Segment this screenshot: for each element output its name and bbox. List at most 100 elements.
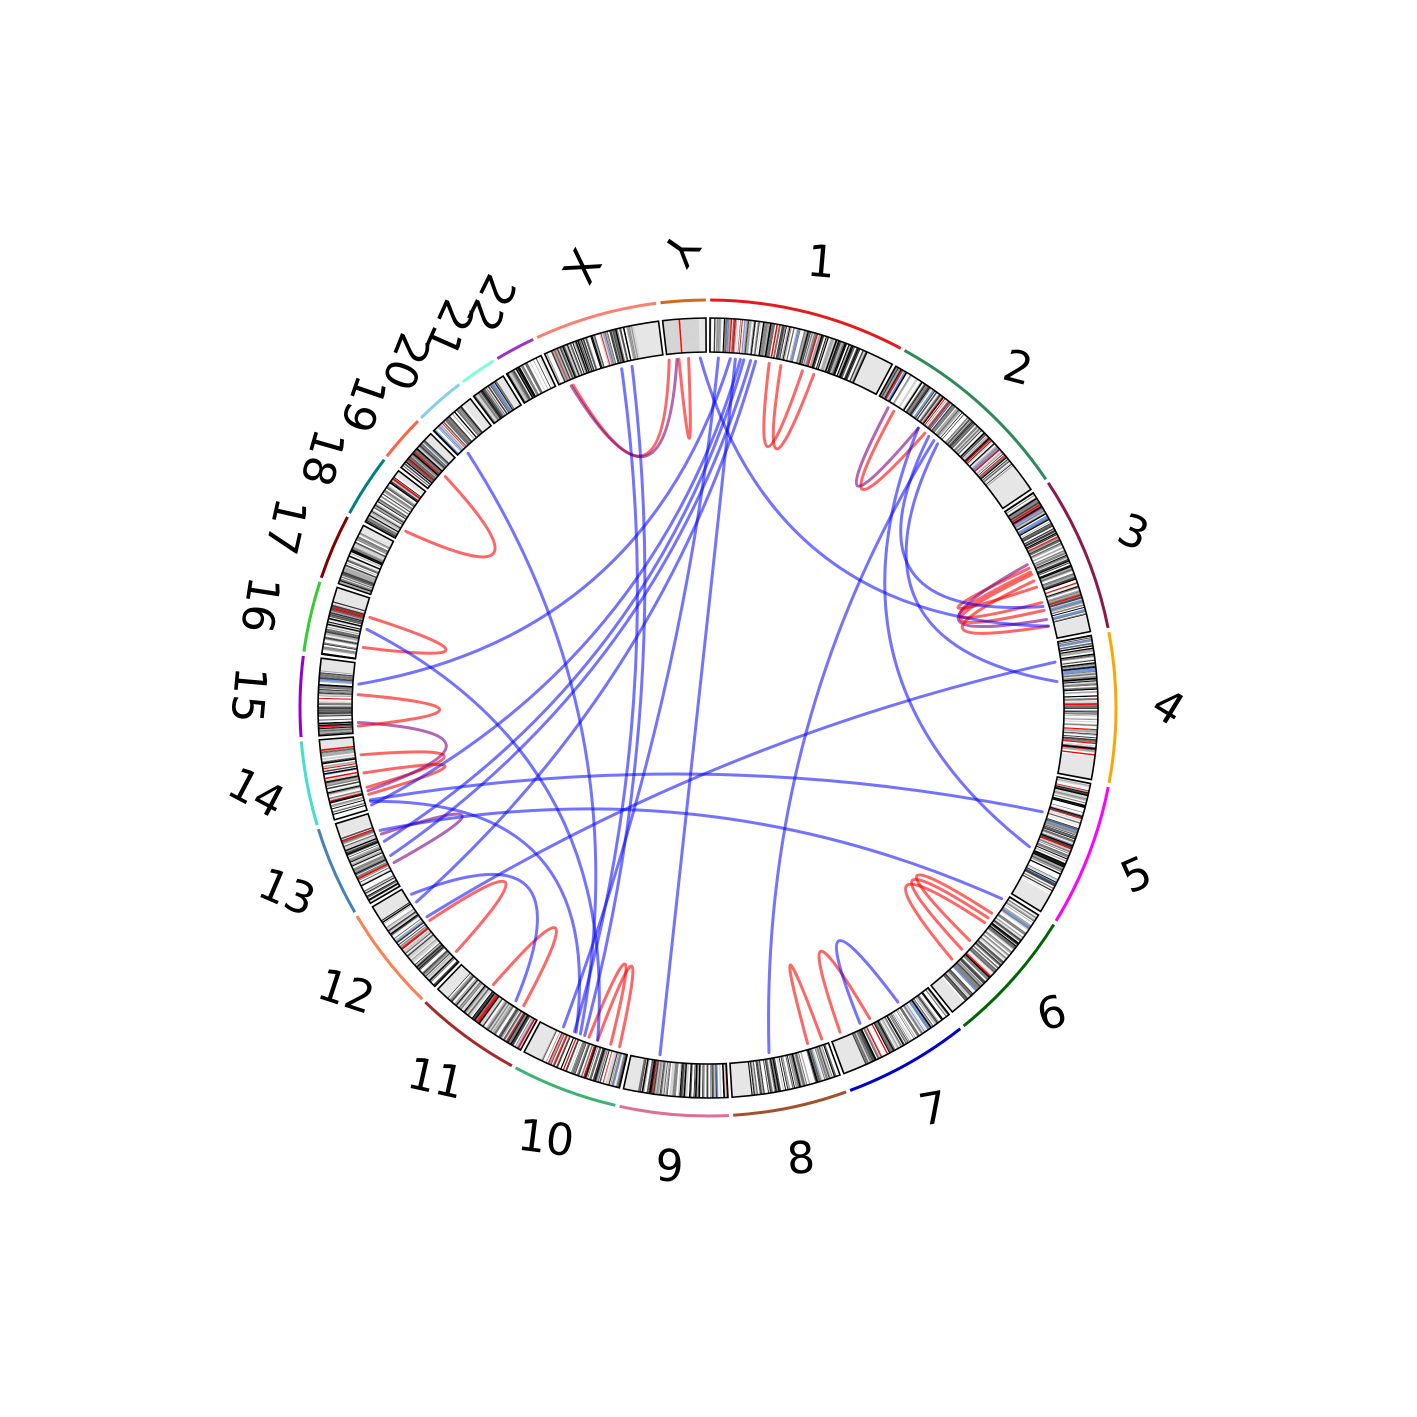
cytoband bbox=[422, 442, 448, 466]
cytoband bbox=[1049, 598, 1083, 609]
cytoband bbox=[814, 335, 827, 369]
cytoband bbox=[1008, 898, 1038, 917]
cytoband bbox=[332, 803, 366, 815]
cytoband bbox=[1063, 725, 1098, 728]
cytoband bbox=[1007, 496, 1037, 516]
cytoband bbox=[1050, 603, 1084, 614]
cytoband bbox=[675, 319, 680, 354]
cytoband bbox=[339, 577, 373, 591]
cytoband bbox=[493, 382, 513, 411]
cytoband bbox=[368, 882, 399, 901]
cytoband bbox=[694, 318, 697, 353]
cytoband bbox=[978, 453, 1005, 477]
cytoband bbox=[576, 340, 589, 373]
cytoband bbox=[946, 417, 970, 444]
cytoband bbox=[864, 1027, 881, 1059]
cytoband bbox=[866, 1026, 883, 1058]
cytoband bbox=[327, 623, 361, 632]
cytoband bbox=[319, 676, 354, 681]
cytoband bbox=[404, 462, 432, 485]
cytoband bbox=[780, 1056, 789, 1090]
cytoband bbox=[963, 436, 989, 461]
cytoband bbox=[602, 1050, 613, 1084]
cytoband bbox=[767, 1058, 774, 1093]
cytoband bbox=[565, 1039, 579, 1072]
link-red bbox=[356, 693, 442, 728]
cytoband bbox=[326, 624, 361, 633]
cytoband bbox=[978, 938, 1006, 962]
cytoband bbox=[979, 455, 1007, 479]
cytoband bbox=[949, 421, 974, 448]
cytoband bbox=[1052, 607, 1086, 618]
cytoband bbox=[1055, 785, 1089, 794]
cytoband bbox=[973, 945, 999, 969]
cytoband bbox=[1063, 710, 1098, 712]
cytoband bbox=[318, 731, 353, 735]
cytoband bbox=[342, 831, 375, 845]
cytoband bbox=[767, 1058, 775, 1093]
cytoband bbox=[321, 755, 356, 762]
cytoband bbox=[412, 939, 439, 964]
cytoband bbox=[330, 607, 365, 618]
cytoband bbox=[788, 1054, 797, 1088]
cytoband bbox=[798, 1051, 809, 1086]
cytoband bbox=[643, 1059, 650, 1093]
cytoband bbox=[413, 451, 441, 475]
cytoband bbox=[867, 1025, 884, 1057]
chromosome-frame bbox=[320, 586, 371, 660]
cytoband bbox=[458, 408, 481, 435]
cytoband bbox=[1026, 534, 1058, 550]
cytoband bbox=[321, 651, 356, 658]
cytoband bbox=[802, 1050, 813, 1084]
cytoband bbox=[1032, 548, 1065, 564]
cytoband bbox=[789, 1054, 799, 1088]
cytoband bbox=[836, 344, 850, 377]
cytoband bbox=[405, 461, 433, 484]
cytoband bbox=[1006, 495, 1036, 516]
cytoband bbox=[840, 346, 855, 378]
cytoband bbox=[815, 336, 827, 369]
cytoband bbox=[327, 621, 361, 630]
cytoband bbox=[1054, 788, 1088, 798]
cytoband bbox=[324, 635, 359, 643]
chromosome-label-16: 16 bbox=[230, 573, 289, 636]
cytoband bbox=[680, 1063, 685, 1098]
link-red bbox=[362, 763, 447, 796]
cytoband bbox=[1062, 672, 1097, 677]
cytoband bbox=[1037, 842, 1070, 857]
cytoband bbox=[1007, 899, 1037, 919]
cytoband bbox=[658, 1061, 664, 1095]
cytoband bbox=[584, 337, 596, 371]
cytoband bbox=[416, 944, 443, 968]
cytoband bbox=[1030, 543, 1063, 560]
cytoband bbox=[760, 322, 767, 357]
cytoband bbox=[863, 1027, 880, 1059]
cytoband bbox=[492, 1004, 513, 1034]
cytoband bbox=[352, 546, 384, 563]
cytoband bbox=[342, 571, 375, 585]
cytoband bbox=[681, 318, 685, 353]
chromosome-arc-5 bbox=[1054, 786, 1110, 922]
cytoband bbox=[1021, 876, 1052, 894]
cytoband bbox=[318, 717, 353, 720]
cytoband bbox=[341, 828, 374, 842]
cytoband bbox=[614, 1053, 624, 1087]
cytoband bbox=[904, 1004, 925, 1033]
cytoband bbox=[1044, 582, 1078, 595]
cytoband bbox=[698, 1063, 701, 1098]
cytoband bbox=[801, 331, 812, 365]
cytoband bbox=[584, 1045, 597, 1079]
chromosome-frame bbox=[505, 354, 557, 405]
cytoband bbox=[697, 318, 700, 353]
cytoband bbox=[1062, 669, 1097, 675]
cytoband bbox=[969, 442, 995, 467]
cytoband bbox=[776, 1057, 785, 1091]
cytoband bbox=[685, 318, 689, 353]
chromosome-frame bbox=[622, 1054, 729, 1099]
cytoband bbox=[349, 848, 382, 863]
cytoband bbox=[955, 427, 981, 454]
cytoband bbox=[611, 329, 621, 364]
cytoband bbox=[320, 747, 355, 753]
cytoband bbox=[1057, 636, 1092, 644]
cytoband bbox=[383, 904, 412, 925]
